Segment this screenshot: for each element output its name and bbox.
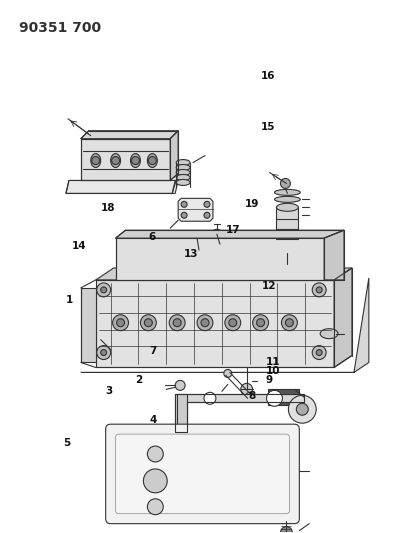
Polygon shape (96, 280, 334, 367)
Circle shape (92, 157, 100, 165)
Polygon shape (81, 139, 170, 181)
Text: 15: 15 (261, 122, 275, 132)
Text: 1: 1 (65, 295, 73, 305)
Circle shape (204, 212, 210, 218)
Circle shape (246, 392, 253, 400)
Circle shape (280, 179, 291, 188)
Circle shape (201, 319, 209, 327)
Ellipse shape (176, 174, 190, 181)
Text: 7: 7 (150, 346, 157, 357)
Circle shape (131, 157, 139, 165)
Text: 5: 5 (63, 438, 71, 448)
Circle shape (112, 157, 120, 165)
Polygon shape (66, 181, 178, 193)
Circle shape (204, 201, 210, 207)
Polygon shape (96, 268, 352, 280)
Circle shape (143, 469, 167, 493)
Circle shape (253, 315, 268, 330)
Circle shape (140, 315, 156, 330)
Ellipse shape (276, 245, 298, 253)
Ellipse shape (176, 165, 190, 171)
Polygon shape (175, 394, 304, 432)
Circle shape (289, 395, 316, 423)
Circle shape (229, 319, 237, 327)
Circle shape (281, 315, 297, 330)
Circle shape (169, 315, 185, 330)
Circle shape (116, 319, 125, 327)
Circle shape (97, 345, 111, 360)
Polygon shape (242, 237, 328, 257)
Text: 13: 13 (183, 249, 198, 260)
Circle shape (312, 283, 326, 297)
Circle shape (312, 345, 326, 360)
Text: 3: 3 (106, 386, 113, 396)
Ellipse shape (91, 154, 101, 167)
Bar (268, 389, 299, 405)
Circle shape (204, 392, 216, 404)
Polygon shape (116, 238, 324, 280)
Circle shape (173, 319, 181, 327)
Text: 16: 16 (261, 70, 275, 80)
Ellipse shape (111, 154, 120, 167)
Text: 9: 9 (266, 375, 273, 385)
Circle shape (280, 527, 292, 533)
Ellipse shape (274, 196, 300, 203)
Circle shape (175, 381, 185, 390)
Ellipse shape (176, 180, 190, 185)
Text: 10: 10 (266, 367, 280, 376)
Circle shape (97, 283, 111, 297)
Circle shape (285, 319, 293, 327)
Text: 12: 12 (262, 281, 276, 291)
FancyBboxPatch shape (106, 424, 299, 523)
FancyBboxPatch shape (116, 434, 289, 514)
Circle shape (241, 383, 253, 395)
Text: 14: 14 (71, 241, 86, 252)
Circle shape (224, 369, 232, 377)
Ellipse shape (276, 203, 298, 211)
Circle shape (101, 287, 107, 293)
Text: 6: 6 (149, 232, 156, 243)
Circle shape (296, 403, 308, 415)
Circle shape (147, 446, 163, 462)
Circle shape (181, 201, 187, 207)
Circle shape (316, 350, 322, 356)
Circle shape (181, 212, 187, 218)
Text: 18: 18 (101, 203, 115, 213)
Circle shape (148, 157, 156, 165)
Circle shape (257, 319, 264, 327)
Polygon shape (324, 230, 344, 280)
Text: 11: 11 (266, 358, 280, 367)
Ellipse shape (147, 154, 157, 167)
Text: 8: 8 (249, 391, 256, 401)
Ellipse shape (320, 329, 338, 338)
Polygon shape (81, 288, 96, 362)
Polygon shape (178, 198, 213, 221)
Text: 90351 700: 90351 700 (19, 21, 102, 35)
Circle shape (266, 390, 283, 406)
Circle shape (225, 315, 241, 330)
Circle shape (197, 315, 213, 330)
Circle shape (101, 350, 107, 356)
Circle shape (144, 319, 152, 327)
Circle shape (195, 249, 203, 257)
Polygon shape (81, 278, 369, 373)
Polygon shape (116, 230, 344, 238)
Bar (276, 207, 298, 249)
Ellipse shape (176, 159, 190, 166)
Circle shape (147, 499, 163, 515)
Polygon shape (170, 131, 178, 181)
Ellipse shape (274, 189, 300, 196)
Circle shape (112, 315, 129, 330)
Polygon shape (81, 131, 178, 139)
Text: 17: 17 (226, 225, 240, 236)
Ellipse shape (131, 154, 140, 167)
Circle shape (212, 229, 222, 239)
Bar (177, 394, 187, 432)
Polygon shape (334, 268, 352, 367)
Text: 2: 2 (135, 375, 143, 385)
Ellipse shape (176, 169, 190, 175)
Circle shape (316, 287, 322, 293)
Text: 4: 4 (150, 415, 157, 425)
Text: 19: 19 (245, 199, 259, 209)
